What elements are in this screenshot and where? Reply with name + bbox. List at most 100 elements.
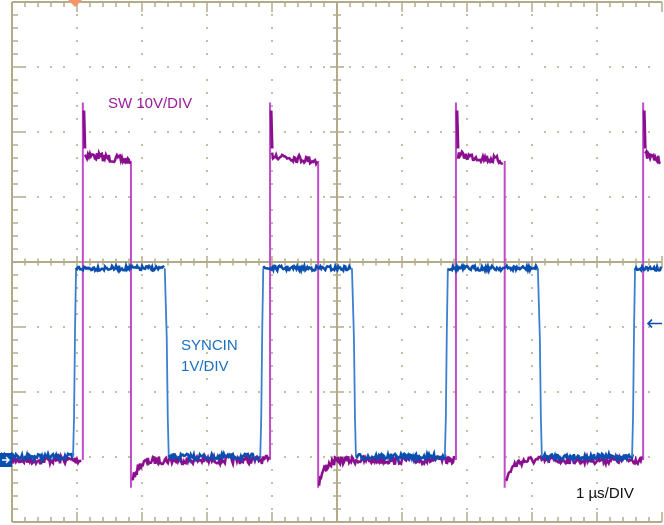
grid-dot <box>375 66 377 68</box>
trigger-level-arrow-icon <box>646 318 662 329</box>
timebase-label: 1 µs/DIV <box>576 485 634 502</box>
grid-dot <box>206 404 208 406</box>
grid-dot <box>401 417 403 419</box>
grid-dot <box>635 391 637 393</box>
grid-dot <box>648 196 650 198</box>
grid-dot <box>323 326 325 328</box>
grid-dot <box>544 66 546 68</box>
grid-dot <box>596 235 598 237</box>
grid-dot <box>648 66 650 68</box>
grid-dot <box>375 326 377 328</box>
grid-dot <box>206 105 208 107</box>
grid-dot <box>414 391 416 393</box>
grid-dot <box>466 144 468 146</box>
grid-dot <box>76 300 78 302</box>
grid-dot <box>596 170 598 172</box>
grid-dot <box>271 339 273 341</box>
grid-dot <box>505 131 507 133</box>
grid-dot <box>440 326 442 328</box>
grid-dot <box>362 391 364 393</box>
grid-dot <box>271 417 273 419</box>
grid-dot <box>401 352 403 354</box>
grid-dot <box>401 157 403 159</box>
grid-dot <box>206 378 208 380</box>
grid-dot <box>76 378 78 380</box>
grid-dot <box>63 66 65 68</box>
grid-dot <box>596 430 598 432</box>
grid-dot <box>583 326 585 328</box>
grid-dot <box>609 131 611 133</box>
grid-dot <box>596 105 598 107</box>
sw-trace-segment <box>644 148 662 165</box>
grid-dot <box>453 131 455 133</box>
grid-dot <box>141 144 143 146</box>
grid-dot <box>401 469 403 471</box>
syncin-high-segment <box>633 262 663 273</box>
grid-dot <box>206 287 208 289</box>
grid-dot <box>206 79 208 81</box>
grid-dot <box>89 131 91 133</box>
grid-dot <box>206 209 208 211</box>
grid-dot <box>648 131 650 133</box>
syncin-low-segment <box>355 448 447 465</box>
grid-dot <box>570 131 572 133</box>
grid-dot <box>466 40 468 42</box>
grid-dot <box>206 339 208 341</box>
grid-dot <box>648 391 650 393</box>
grid-dot <box>76 53 78 55</box>
grid-dot <box>76 248 78 250</box>
grid-dot <box>427 196 429 198</box>
grid-dot <box>453 66 455 68</box>
grid-dot <box>596 14 598 16</box>
grid-dot <box>596 53 598 55</box>
grid-dot <box>50 66 52 68</box>
grid-dot <box>635 66 637 68</box>
grid-dot <box>609 196 611 198</box>
sw-trace-segment <box>456 149 504 166</box>
grid-dot <box>466 92 468 94</box>
grid-dot <box>206 144 208 146</box>
grid-dot <box>219 131 221 133</box>
grid-dot <box>297 66 299 68</box>
grid-dot <box>531 183 533 185</box>
grid-dot <box>141 482 143 484</box>
grid-dot <box>50 196 52 198</box>
grid-dot <box>596 404 598 406</box>
grid-dot <box>401 482 403 484</box>
grid-dot <box>440 131 442 133</box>
grid-dot <box>401 118 403 120</box>
grid-dot <box>401 40 403 42</box>
grid-dot <box>401 274 403 276</box>
grid-dot <box>466 378 468 380</box>
grid-dot <box>596 443 598 445</box>
grid-dot <box>76 443 78 445</box>
syncin-low-segment <box>0 449 75 464</box>
grid-dot <box>154 391 156 393</box>
grid-dot <box>232 66 234 68</box>
grid-dot <box>349 131 351 133</box>
grid-dot <box>271 105 273 107</box>
syncin-falling-edge <box>536 268 543 457</box>
grid-dot <box>271 235 273 237</box>
grid-dot <box>76 352 78 354</box>
grid-dot <box>206 118 208 120</box>
grid-dot <box>76 482 78 484</box>
markers <box>0 0 662 467</box>
grid-dot <box>89 391 91 393</box>
grid-dot <box>349 391 351 393</box>
grid-dot <box>284 391 286 393</box>
grid-dot <box>531 105 533 107</box>
grid-dot <box>531 14 533 16</box>
grid-dot <box>271 443 273 445</box>
grid-dot <box>492 66 494 68</box>
grid-dot <box>518 391 520 393</box>
grid-dot <box>297 391 299 393</box>
grid-dot <box>63 326 65 328</box>
grid-dot <box>310 391 312 393</box>
grid-dot <box>206 40 208 42</box>
grid-dot <box>544 196 546 198</box>
grid-dot <box>596 157 598 159</box>
grid-dot <box>466 430 468 432</box>
grid-dot <box>648 326 650 328</box>
grid-dot <box>648 456 650 458</box>
